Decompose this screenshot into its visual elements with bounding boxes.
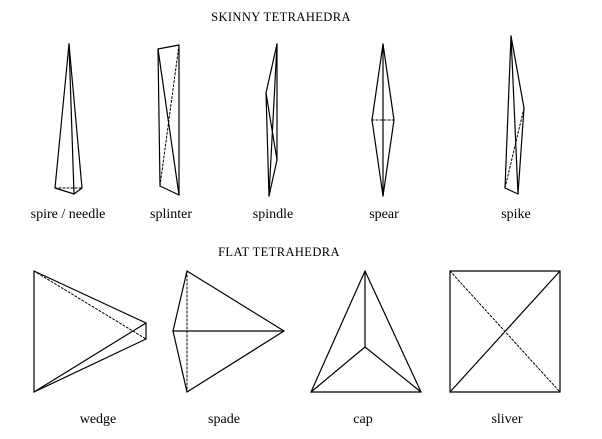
spindle-shape [265, 43, 278, 197]
splinter-label: splinter [150, 207, 192, 222]
flat-section-title: FLAT TETRAHEDRA [218, 245, 340, 259]
spike-shape [504, 35, 525, 195]
spade-shape [172, 270, 285, 393]
wedge-shape [33, 270, 147, 393]
cap-label: cap [353, 412, 372, 427]
spike-label: spike [501, 207, 531, 222]
skinny-section-title: SKINNY TETRAHEDRA [211, 10, 351, 24]
sliver-shape [449, 270, 561, 393]
sliver-label: sliver [491, 412, 522, 427]
spear-label: spear [369, 207, 399, 222]
spire-label: spire / needle [31, 207, 106, 222]
spire-shape [54, 43, 83, 195]
spade-label: spade [208, 412, 240, 427]
spear-shape [371, 43, 395, 197]
spindle-label: spindle [253, 207, 293, 222]
cap-shape [310, 270, 422, 393]
wedge-label: wedge [80, 412, 117, 427]
splinter-shape [157, 44, 180, 196]
